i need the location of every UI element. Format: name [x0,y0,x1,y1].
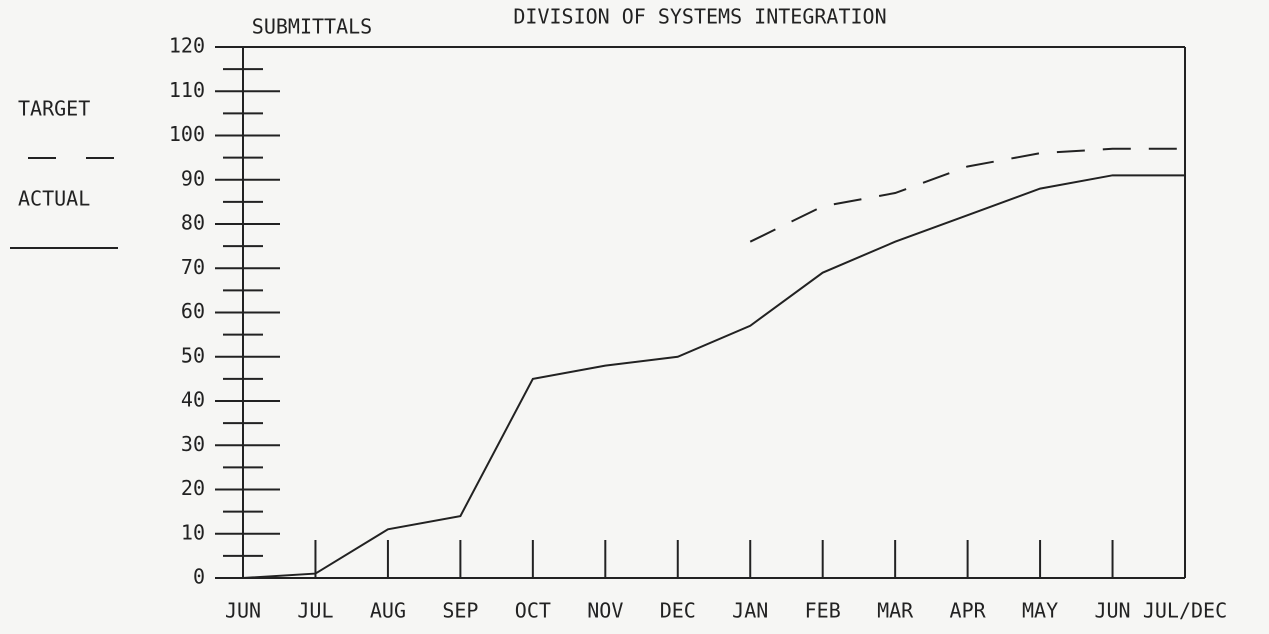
legend-label: TARGET [18,97,90,121]
y-tick-label: 0 [193,565,205,589]
x-tick-label: JUL [297,599,333,623]
x-tick-label: DEC [660,599,696,623]
y-tick-label: 80 [181,211,205,235]
series-line [749,147,1185,243]
y-tick-label: 30 [181,432,205,456]
chart-title: DIVISION OF SYSTEMS INTEGRATION [513,5,886,29]
x-tick-label: JUN [225,599,261,623]
y-tick-label: 40 [181,388,205,412]
x-tick-label: MAY [1022,599,1058,623]
x-tick-label: AUG [370,599,406,623]
y-axis-label: SUBMITTALS [252,15,372,39]
y-tick-label: 20 [181,476,205,500]
y-tick-label: 60 [181,299,205,323]
y-tick-label: 120 [169,34,205,58]
y-tick-label: 70 [181,255,205,279]
x-tick-label: MAR [877,599,914,623]
y-tick-label: 50 [181,343,205,367]
x-tick-label: JUN [1094,599,1130,623]
y-tick-label: 10 [181,520,205,544]
x-tick-label: JUL/DEC [1143,599,1227,623]
legend-label: ACTUAL [18,187,90,211]
y-tick-label: 90 [181,166,205,190]
x-tick-label: SEP [442,599,478,623]
y-tick-label: 100 [169,122,205,146]
series-line [242,174,1185,579]
x-tick-label: JAN [732,599,768,623]
y-tick-label: 110 [169,78,205,102]
x-tick-label: OCT [515,599,551,623]
x-tick-label: APR [950,599,987,623]
x-tick-label: FEB [805,599,841,623]
x-tick-label: NOV [587,599,623,623]
